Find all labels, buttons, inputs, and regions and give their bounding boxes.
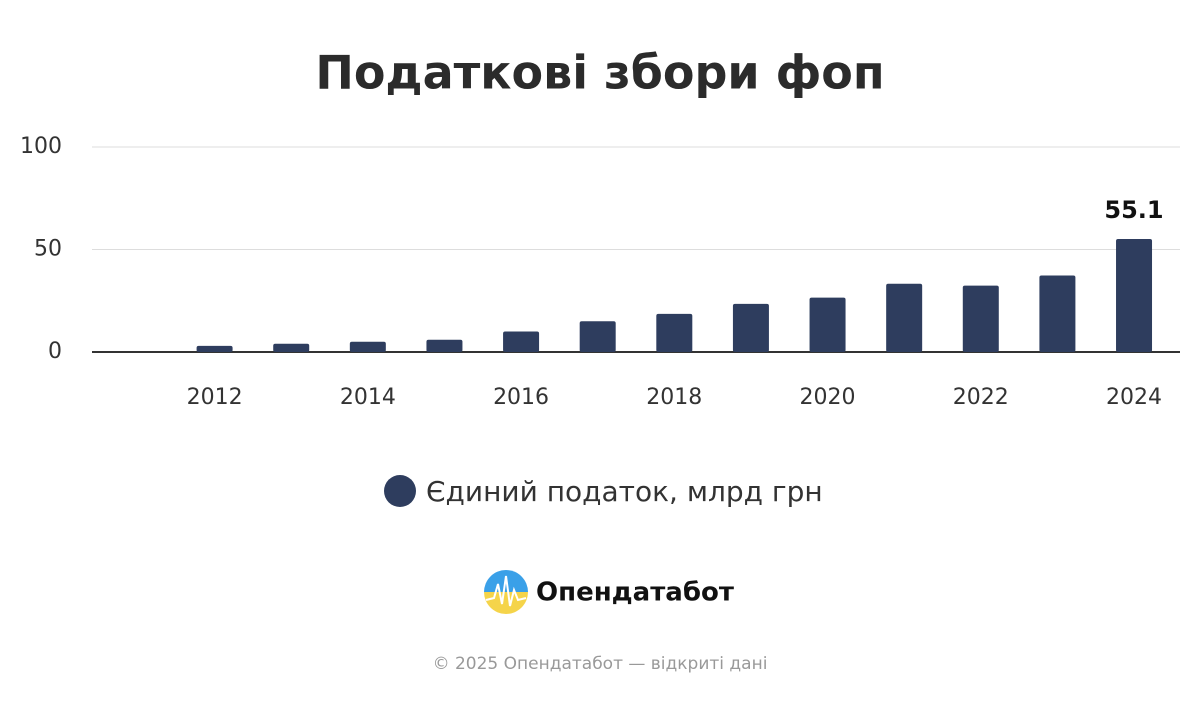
- bar: [349, 341, 386, 352]
- y-tick-label: 0: [48, 339, 62, 364]
- x-tick-label: 2016: [493, 385, 549, 410]
- legend-label: Єдиний податок, млрд грн: [426, 475, 823, 508]
- bar: [962, 285, 999, 352]
- bar: [426, 339, 463, 352]
- x-tick-label: 2012: [187, 385, 243, 410]
- logo-line: [485, 575, 527, 607]
- legend-marker: [384, 475, 416, 507]
- x-tick-label: 2018: [646, 385, 702, 410]
- x-tick-label: 2024: [1106, 385, 1162, 410]
- x-tick-label: 2020: [800, 385, 856, 410]
- y-tick-label: 50: [34, 237, 62, 262]
- logo-icon: [484, 570, 528, 614]
- brand: Опендатабот: [536, 578, 734, 608]
- bar: [809, 297, 846, 352]
- logo: [484, 570, 528, 614]
- bar: [196, 345, 233, 352]
- bar: [886, 283, 923, 352]
- bar: [732, 303, 769, 352]
- bar: [503, 331, 540, 352]
- x-tick-label: 2022: [953, 385, 1009, 410]
- bar: [273, 343, 310, 352]
- bar: [579, 321, 616, 352]
- y-tick-label: 100: [20, 134, 62, 159]
- chart-title: Податкові збори фоп: [315, 46, 884, 100]
- footer: © 2025 Опендатабот — відкриті дані: [433, 654, 768, 674]
- data-label: 55.1: [1104, 196, 1163, 224]
- bar: [656, 313, 693, 352]
- bar: [1116, 239, 1153, 352]
- bar: [1039, 275, 1076, 352]
- x-tick-label: 2014: [340, 385, 396, 410]
